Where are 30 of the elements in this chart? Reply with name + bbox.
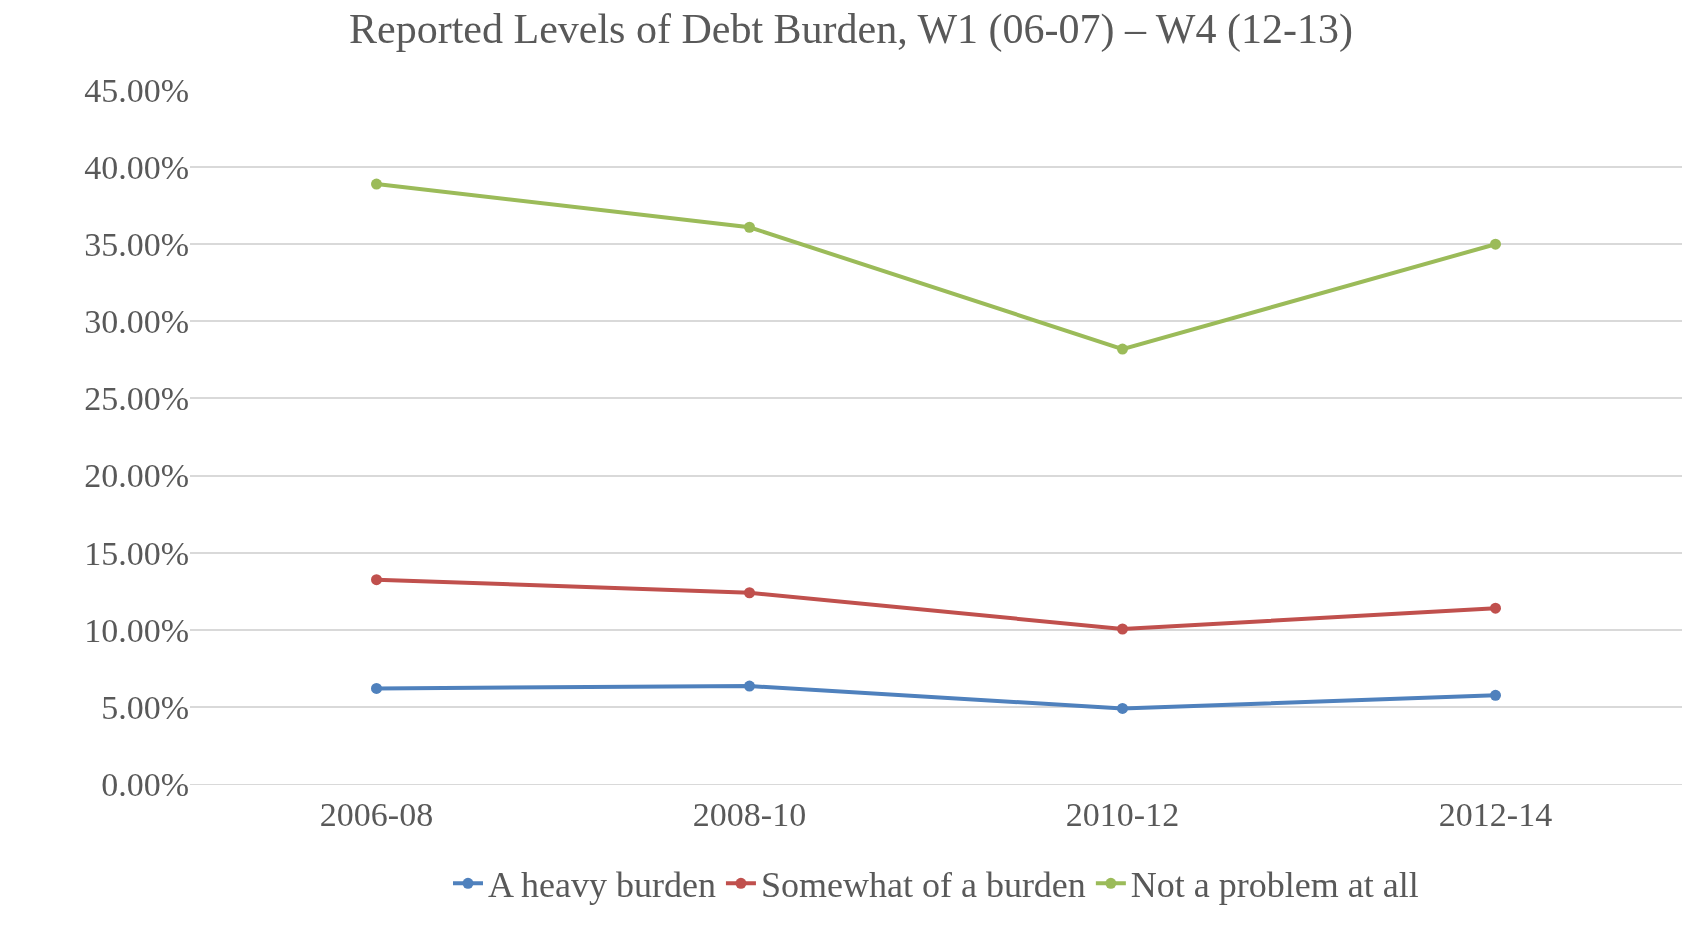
point xyxy=(371,178,382,190)
x-tick-label: 2006-08 xyxy=(319,795,434,833)
y-tick-label: 30.00% xyxy=(84,303,189,341)
chart-title: Reported Levels of Debt Burden, W1 (06-07) – W4 (12-13) xyxy=(349,6,1353,54)
point xyxy=(1117,702,1128,714)
x-tick-label: 2010-12 xyxy=(1065,795,1180,833)
legend-label: A heavy burden xyxy=(488,865,716,906)
point xyxy=(744,680,755,692)
legend-label: Somewhat of a burden xyxy=(760,865,1086,906)
point xyxy=(371,682,382,694)
x-tick-label: 2008-10 xyxy=(692,795,807,833)
y-tick-label: 40.00% xyxy=(84,149,189,187)
y-tick-label: 0.00% xyxy=(101,765,189,803)
y-tick-label: 35.00% xyxy=(84,226,189,264)
x-tick-label: 2012-14 xyxy=(1438,795,1553,833)
y-tick-label: 10.00% xyxy=(84,611,189,649)
legend-label: Not a problem at all xyxy=(1130,865,1419,906)
y-tick-label: 25.00% xyxy=(84,380,189,418)
y-tick-label: 15.00% xyxy=(84,534,189,572)
point xyxy=(1490,689,1501,701)
point xyxy=(371,574,382,586)
point xyxy=(744,221,755,233)
point xyxy=(1117,343,1128,355)
point xyxy=(1117,623,1128,635)
point xyxy=(1490,238,1501,250)
y-tick-label: 5.00% xyxy=(101,688,189,726)
point xyxy=(744,587,755,599)
y-tick-label: 45.00% xyxy=(84,71,189,109)
point xyxy=(1490,602,1501,614)
y-tick-label: 20.00% xyxy=(84,457,189,495)
